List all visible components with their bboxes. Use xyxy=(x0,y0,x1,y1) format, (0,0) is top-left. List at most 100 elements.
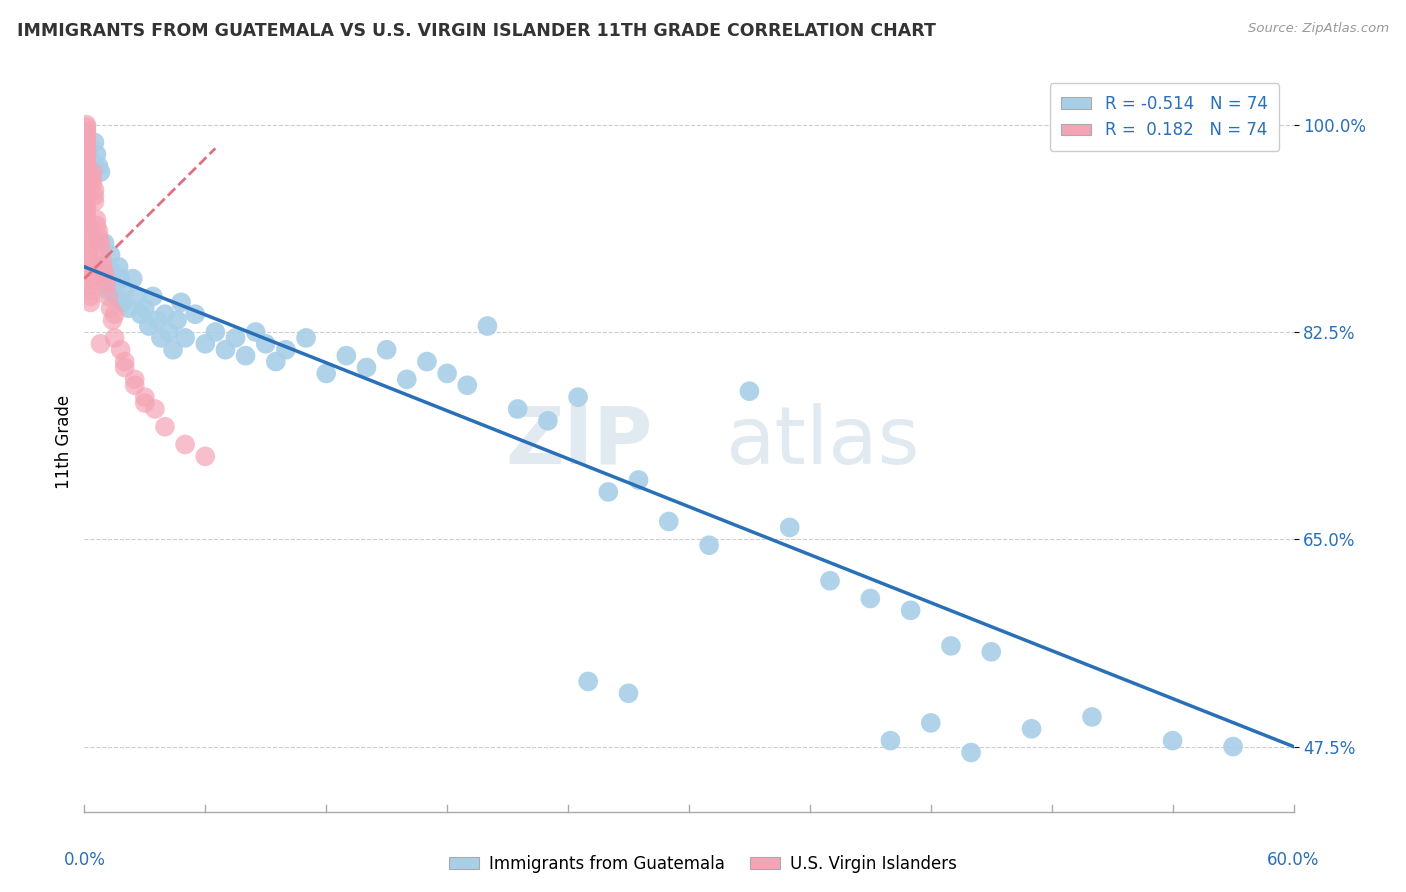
Point xyxy=(89,236,111,251)
Point xyxy=(779,520,801,534)
Point xyxy=(274,343,297,357)
Point xyxy=(75,183,97,197)
Text: atlas: atlas xyxy=(725,402,920,481)
Point xyxy=(75,136,97,150)
Point xyxy=(93,236,115,251)
Point xyxy=(75,171,97,186)
Point xyxy=(86,212,108,227)
Point xyxy=(104,277,127,292)
Point xyxy=(149,331,172,345)
Point xyxy=(100,248,122,262)
Point xyxy=(75,201,97,215)
Point xyxy=(75,129,97,144)
Point xyxy=(818,574,841,588)
Y-axis label: 11th Grade: 11th Grade xyxy=(55,394,73,489)
Legend: R = -0.514   N = 74, R =  0.182   N = 74: R = -0.514 N = 74, R = 0.182 N = 74 xyxy=(1050,83,1279,151)
Point xyxy=(75,168,97,182)
Point xyxy=(82,177,104,191)
Point xyxy=(235,349,257,363)
Point xyxy=(356,360,378,375)
Point xyxy=(617,686,640,700)
Point xyxy=(83,188,105,202)
Point xyxy=(75,126,97,140)
Point xyxy=(89,242,111,256)
Point xyxy=(75,209,97,223)
Point xyxy=(110,343,132,357)
Point xyxy=(939,639,962,653)
Point xyxy=(960,746,983,760)
Point xyxy=(75,194,97,209)
Point xyxy=(124,378,146,392)
Point xyxy=(75,139,97,153)
Point xyxy=(477,319,499,334)
Point xyxy=(576,674,599,689)
Point xyxy=(93,271,115,285)
Point xyxy=(75,162,97,177)
Point xyxy=(254,336,277,351)
Point xyxy=(101,266,124,280)
Point xyxy=(82,171,104,186)
Point xyxy=(83,136,105,150)
Point xyxy=(114,354,136,368)
Point xyxy=(416,354,439,368)
Point xyxy=(295,331,318,345)
Point xyxy=(598,484,620,499)
Text: Source: ZipAtlas.com: Source: ZipAtlas.com xyxy=(1249,22,1389,36)
Point xyxy=(77,236,100,251)
Point xyxy=(100,301,122,316)
Point xyxy=(77,230,100,244)
Point xyxy=(77,219,100,233)
Text: ZIP: ZIP xyxy=(505,402,652,481)
Point xyxy=(153,419,176,434)
Point xyxy=(75,204,97,219)
Point xyxy=(245,325,267,339)
Point xyxy=(1021,722,1043,736)
Point xyxy=(375,343,398,357)
Point xyxy=(142,289,165,303)
Point xyxy=(104,331,127,345)
Point xyxy=(97,284,120,298)
Point xyxy=(174,331,197,345)
Point xyxy=(91,260,114,274)
Point xyxy=(111,295,134,310)
Point xyxy=(105,289,128,303)
Point xyxy=(79,277,101,292)
Point xyxy=(91,253,114,268)
Point xyxy=(93,266,115,280)
Point xyxy=(89,165,111,179)
Point xyxy=(77,248,100,262)
Point xyxy=(264,354,287,368)
Point xyxy=(166,313,188,327)
Point xyxy=(567,390,589,404)
Point xyxy=(75,186,97,201)
Point xyxy=(194,336,217,351)
Point xyxy=(104,307,127,321)
Point xyxy=(86,219,108,233)
Point xyxy=(77,253,100,268)
Point xyxy=(134,390,156,404)
Legend: Immigrants from Guatemala, U.S. Virgin Islanders: Immigrants from Guatemala, U.S. Virgin I… xyxy=(443,848,963,880)
Point xyxy=(89,336,111,351)
Point xyxy=(77,242,100,256)
Point xyxy=(436,367,458,381)
Point xyxy=(77,266,100,280)
Point xyxy=(110,271,132,285)
Point xyxy=(75,179,97,194)
Point xyxy=(315,367,337,381)
Point xyxy=(86,147,108,161)
Point xyxy=(118,301,141,316)
Point xyxy=(456,378,478,392)
Point xyxy=(738,384,761,399)
Text: IMMIGRANTS FROM GUATEMALA VS U.S. VIRGIN ISLANDER 11TH GRADE CORRELATION CHART: IMMIGRANTS FROM GUATEMALA VS U.S. VIRGIN… xyxy=(17,22,936,40)
Point xyxy=(79,153,101,168)
Point xyxy=(114,360,136,375)
Point xyxy=(134,301,156,316)
Text: 0.0%: 0.0% xyxy=(63,851,105,869)
Point xyxy=(658,515,681,529)
Point xyxy=(75,133,97,147)
Point xyxy=(170,295,193,310)
Point xyxy=(980,645,1002,659)
Point xyxy=(157,325,180,339)
Point xyxy=(124,372,146,386)
Point xyxy=(143,401,166,416)
